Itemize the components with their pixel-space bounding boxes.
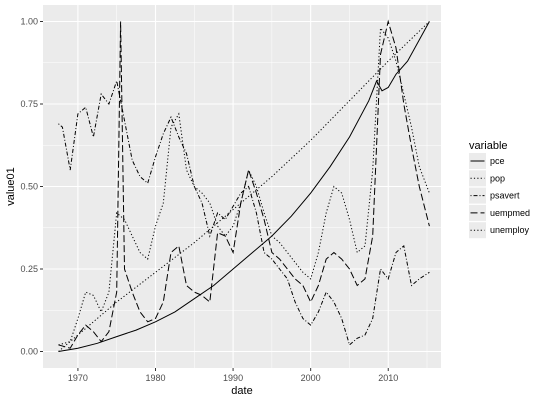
x-axis: 1970 1980 1990 2000 2010	[68, 368, 398, 383]
x-tick-label: 1990	[223, 373, 243, 383]
legend-title: variable	[469, 140, 508, 152]
series-line-unemploy	[58, 26, 430, 346]
legend: variable pce pop psavert uempmed unemploy	[469, 140, 530, 239]
major-gridlines	[43, 5, 441, 368]
y-axis: 0.00 0.25 0.50 0.75 1.00	[20, 17, 43, 357]
y-tick-label: 0.25	[20, 264, 38, 274]
series-line-uempmed	[58, 19, 430, 349]
x-tick-label: 2010	[378, 373, 398, 383]
series-line-psavert	[58, 78, 430, 346]
y-tick-label: 0.00	[20, 347, 38, 357]
legend-label-uempmed: uempmed	[490, 208, 530, 218]
y-tick-label: 0.50	[20, 182, 38, 192]
legend-label-pce: pce	[490, 156, 505, 166]
x-axis-title: date	[231, 385, 252, 397]
x-tick-label: 1970	[68, 373, 88, 383]
series-line-pop	[58, 21, 430, 352]
legend-label-unemploy: unemploy	[490, 225, 530, 235]
legend-label-psavert: psavert	[490, 191, 520, 201]
legend-label-pop: pop	[490, 173, 505, 183]
x-tick-label: 1980	[145, 373, 165, 383]
y-tick-label: 1.00	[20, 17, 38, 27]
x-tick-label: 2000	[301, 373, 321, 383]
y-tick-label: 0.75	[20, 99, 38, 109]
series-lines	[58, 19, 430, 352]
y-axis-title: value01	[5, 167, 17, 206]
